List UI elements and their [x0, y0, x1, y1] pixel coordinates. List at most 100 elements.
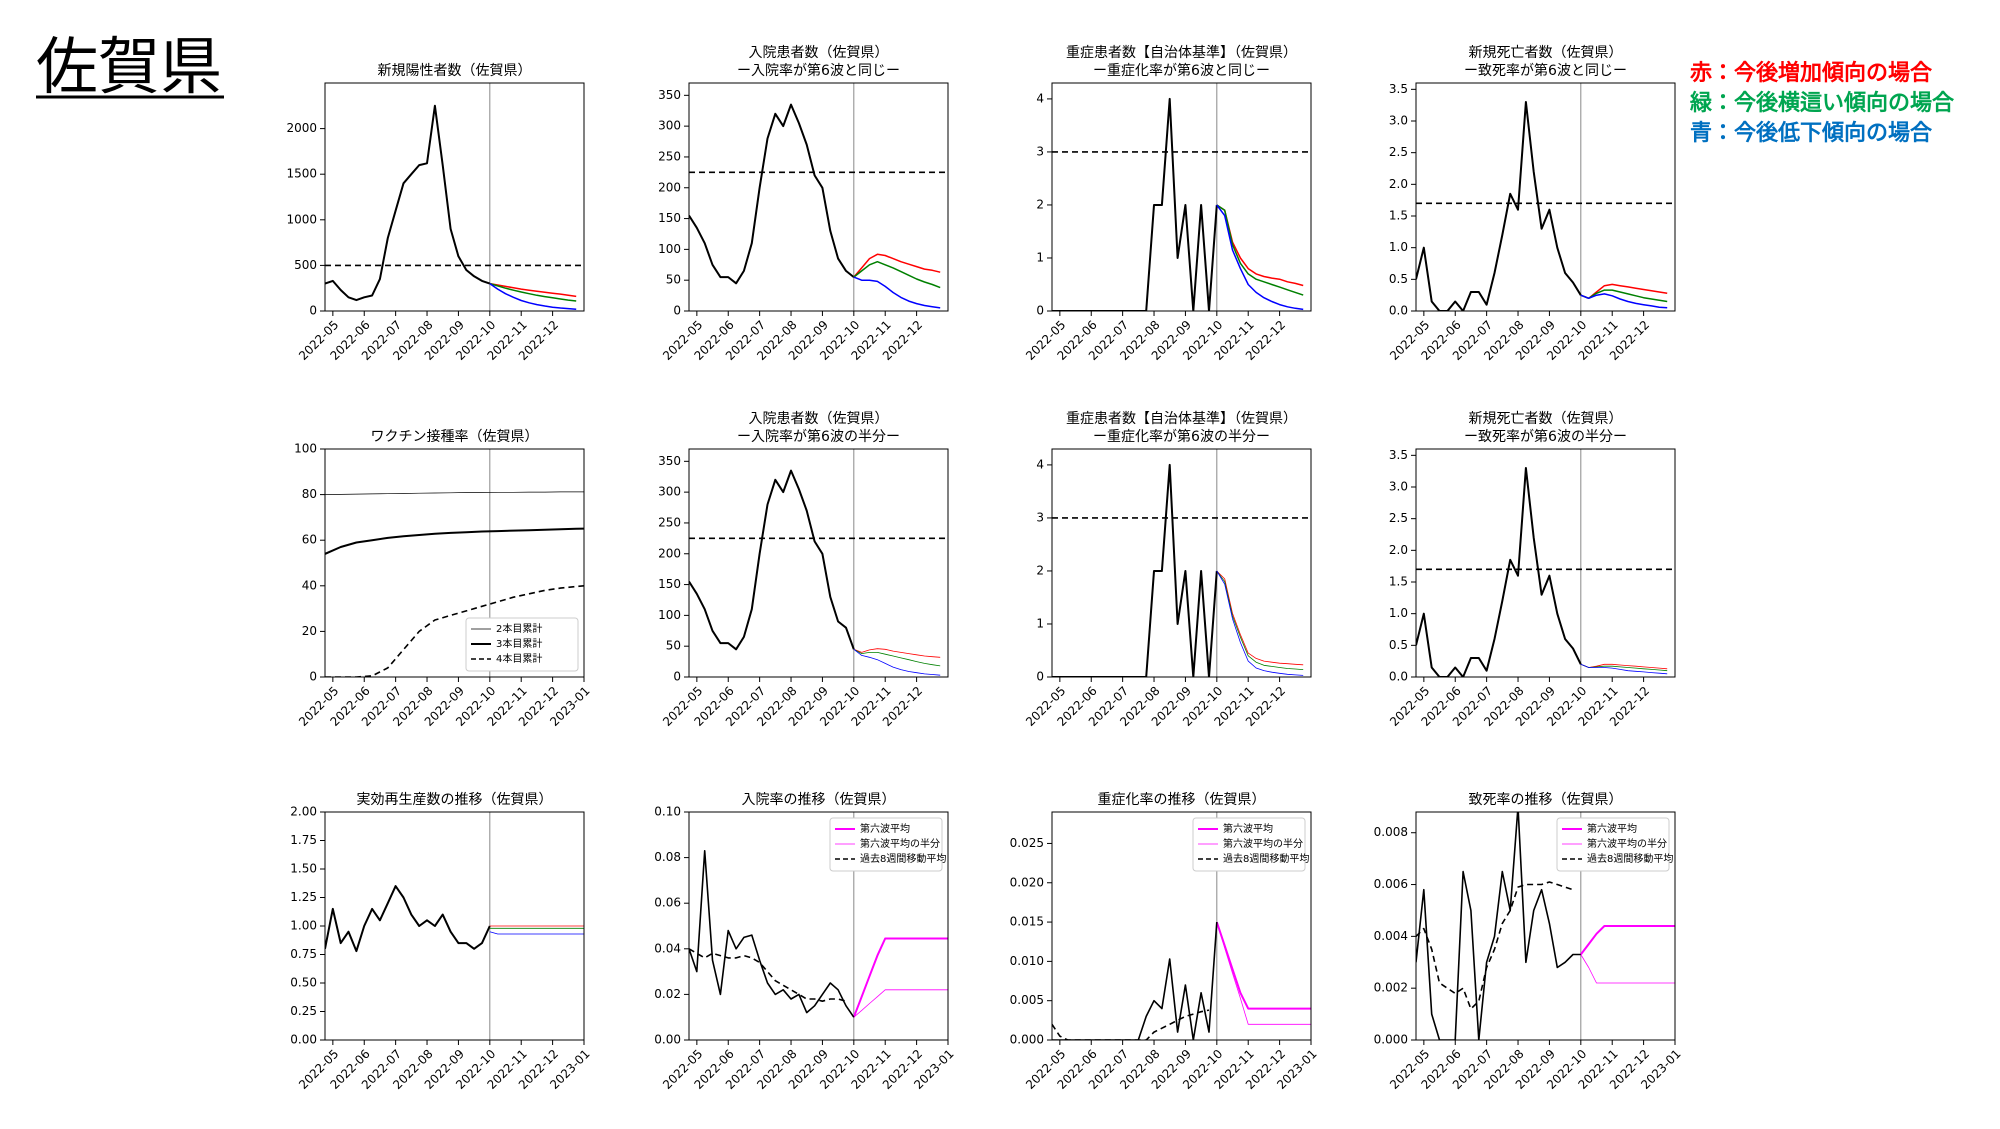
- legend-label: 過去8週間移動平均: [1223, 852, 1309, 865]
- plot-frame: [324, 82, 585, 312]
- series-line: [689, 850, 855, 1018]
- series-line: [325, 527, 584, 555]
- plot-frame: [688, 448, 949, 678]
- y-tick-label: 3: [1036, 510, 1044, 524]
- y-tick-label: 0: [1036, 670, 1044, 684]
- series-line: [1580, 289, 1668, 303]
- legend-label: 過去8週間移動平均: [860, 852, 946, 865]
- series-line: [1416, 881, 1574, 1010]
- y-tick-label: 1: [1036, 616, 1044, 630]
- series-line: [1416, 101, 1582, 311]
- series-line: [489, 282, 577, 302]
- series-line: [1416, 812, 1581, 1040]
- plot-frame: [688, 82, 949, 312]
- series-line: [853, 276, 941, 309]
- y-tick-label: 350: [658, 454, 681, 468]
- y-tick-label: 0: [673, 304, 681, 318]
- chart-title: 重症患者数【自治体基準】（佐賀県）: [1066, 410, 1297, 427]
- y-tick-label: 250: [658, 515, 681, 529]
- y-tick-label: 2: [1036, 197, 1044, 211]
- y-tick-label: 0.0: [1389, 670, 1408, 684]
- y-tick-label: 0.5: [1389, 638, 1408, 652]
- y-tick-label: 100: [658, 608, 681, 622]
- y-tick-label: 0.00: [290, 1033, 317, 1047]
- plot-frame: [1051, 811, 1312, 1041]
- y-tick-label: 0.5: [1389, 272, 1408, 286]
- legend-label: 第六波平均: [860, 822, 910, 835]
- y-tick-label: 2.0: [1389, 177, 1408, 191]
- chart-title: 新規死亡者数（佐賀県）: [1469, 411, 1623, 427]
- y-tick-label: 500: [294, 258, 317, 272]
- y-tick-label: 0.025: [1010, 836, 1044, 850]
- legend-label: 第六波平均: [1223, 822, 1273, 835]
- y-tick-label: 3.5: [1389, 82, 1408, 96]
- series-line: [1052, 97, 1218, 311]
- y-tick-label: 50: [666, 639, 681, 653]
- legend-label: 4本目累計: [496, 652, 542, 665]
- legend-label: 第六波平均の半分: [860, 837, 940, 850]
- legend-box: [1192, 817, 1306, 872]
- series-line: [853, 253, 941, 278]
- series-line: [1216, 570, 1304, 676]
- y-tick-label: 1.50: [290, 862, 317, 876]
- chart-subtitle: ー重症化率が第6波と同じー: [1093, 62, 1270, 79]
- series-line: [1216, 570, 1304, 666]
- series-line: [1052, 922, 1218, 1040]
- y-tick-label: 0.020: [1010, 875, 1044, 889]
- y-tick-label: 1500: [286, 167, 317, 181]
- y-tick-label: 1.00: [290, 919, 317, 933]
- legend-box: [829, 817, 943, 872]
- scenario-note: 赤：今後増加傾向の場合: [1690, 60, 1933, 86]
- series-line: [325, 885, 491, 953]
- series-line: [1216, 570, 1304, 670]
- y-tick-label: 2.5: [1389, 511, 1408, 525]
- legend-box: [465, 617, 579, 672]
- y-tick-label: 0.006: [1374, 877, 1408, 891]
- series-line: [1052, 1009, 1210, 1040]
- series-line: [1580, 954, 1675, 984]
- y-tick-label: 1.0: [1389, 240, 1408, 254]
- series-line: [1416, 467, 1582, 677]
- y-tick-label: 350: [658, 88, 681, 102]
- y-tick-label: 3.5: [1389, 448, 1408, 462]
- chart-title: 重症化率の推移（佐賀県）: [1098, 792, 1266, 808]
- series-line: [325, 491, 584, 495]
- legend-label: 第六波平均の半分: [1587, 837, 1667, 850]
- plot-frame: [1415, 811, 1676, 1041]
- y-tick-label: 2.5: [1389, 145, 1408, 159]
- y-tick-label: 0: [309, 670, 317, 684]
- y-tick-label: 2.00: [290, 805, 317, 819]
- y-tick-label: 60: [302, 533, 317, 547]
- legend-box: [1556, 817, 1670, 872]
- y-tick-label: 50: [666, 273, 681, 287]
- y-tick-label: 3.0: [1389, 480, 1408, 494]
- y-tick-label: 0: [1036, 304, 1044, 318]
- scenario-note: 緑：今後横這い傾向の場合: [1689, 90, 1955, 116]
- y-tick-label: 300: [658, 485, 681, 499]
- y-tick-label: 0.005: [1010, 993, 1044, 1007]
- y-tick-label: 100: [294, 442, 317, 456]
- y-tick-label: 100: [658, 242, 681, 256]
- series-line: [689, 948, 847, 1002]
- series-line: [1580, 663, 1668, 672]
- plot-frame: [324, 811, 585, 1041]
- chart-subtitle: ー入院率が第6波と同じー: [737, 62, 900, 79]
- y-tick-label: 1000: [286, 212, 317, 226]
- y-tick-label: 0.50: [290, 976, 317, 990]
- chart-title: 入院患者数（佐賀県）: [749, 411, 889, 427]
- y-tick-label: 40: [302, 578, 317, 592]
- plot-frame: [1415, 448, 1676, 678]
- series-line: [1580, 293, 1668, 309]
- y-tick-label: 0.08: [654, 850, 681, 864]
- legend-label: 2本目累計: [496, 622, 542, 635]
- series-line: [489, 282, 577, 298]
- y-tick-label: 2000: [286, 121, 317, 135]
- series-line: [1580, 663, 1668, 675]
- y-tick-label: 300: [658, 119, 681, 133]
- y-tick-label: 1.5: [1389, 575, 1408, 589]
- series-line: [1580, 663, 1668, 670]
- y-tick-label: 1.75: [290, 833, 317, 847]
- chart-subtitle: ー重症化率が第6波の半分ー: [1093, 428, 1270, 445]
- chart-title: 入院率の推移（佐賀県）: [742, 792, 896, 808]
